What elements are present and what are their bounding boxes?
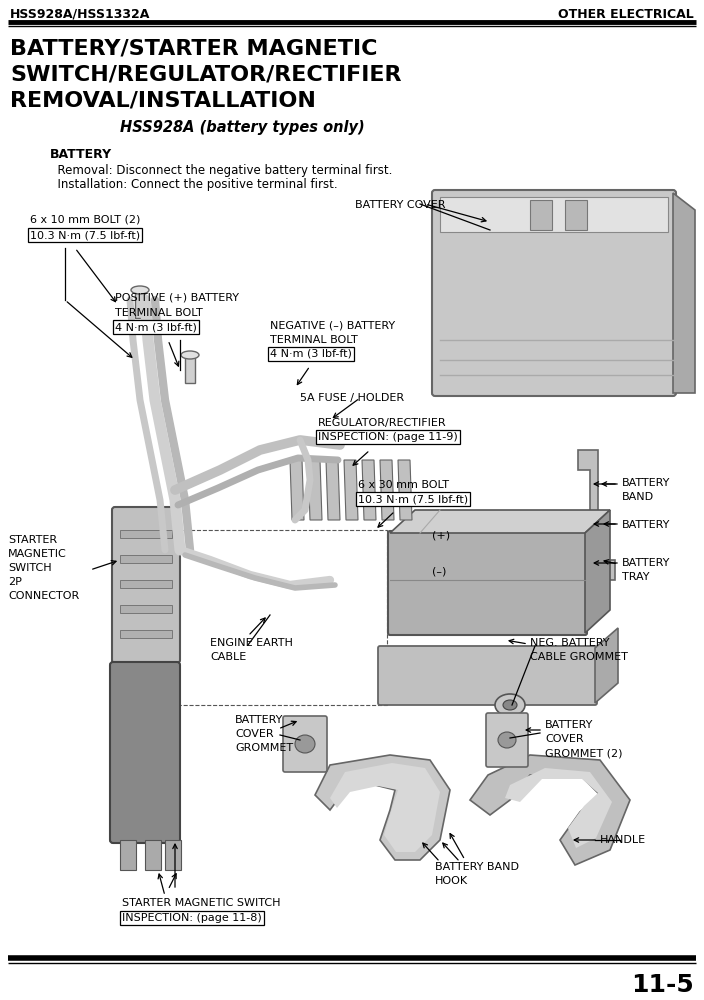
Bar — [167, 530, 387, 705]
Text: REGULATOR/RECTIFIER: REGULATOR/RECTIFIER — [318, 418, 446, 428]
Bar — [120, 555, 172, 563]
Text: 2P: 2P — [8, 577, 22, 587]
Text: 5A FUSE / HOLDER: 5A FUSE / HOLDER — [300, 393, 404, 403]
Text: INSPECTION: (page 11-8): INSPECTION: (page 11-8) — [122, 913, 262, 923]
Polygon shape — [673, 193, 695, 393]
Text: HSS928A (battery types only): HSS928A (battery types only) — [120, 120, 365, 135]
FancyBboxPatch shape — [112, 507, 180, 663]
Polygon shape — [362, 460, 376, 520]
Bar — [120, 530, 172, 538]
Text: COVER: COVER — [545, 734, 584, 744]
Text: BATTERY: BATTERY — [622, 478, 670, 488]
FancyBboxPatch shape — [432, 190, 676, 396]
FancyBboxPatch shape — [486, 713, 528, 767]
Text: NEGATIVE (–) BATTERY: NEGATIVE (–) BATTERY — [270, 320, 395, 330]
Text: TERMINAL BOLT: TERMINAL BOLT — [115, 308, 203, 318]
Text: HANDLE: HANDLE — [600, 835, 646, 845]
Text: BATTERY: BATTERY — [50, 148, 112, 161]
Text: COVER: COVER — [235, 729, 274, 739]
Text: CABLE GROMMET: CABLE GROMMET — [530, 652, 628, 662]
Polygon shape — [585, 510, 610, 633]
Text: 10.3 N·m (7.5 lbf-ft): 10.3 N·m (7.5 lbf-ft) — [30, 230, 140, 240]
Text: SWITCH/REGULATOR/RECTIFIER: SWITCH/REGULATOR/RECTIFIER — [10, 64, 401, 84]
Text: BATTERY: BATTERY — [235, 715, 284, 725]
Text: MAGNETIC: MAGNETIC — [8, 549, 67, 559]
Bar — [440, 197, 668, 232]
Text: TERMINAL BOLT: TERMINAL BOLT — [270, 335, 358, 345]
Ellipse shape — [503, 700, 517, 710]
Text: 10.3 N·m (7.5 lbf-ft): 10.3 N·m (7.5 lbf-ft) — [358, 494, 468, 504]
Bar — [530, 200, 552, 230]
Text: REMOVAL/INSTALLATION: REMOVAL/INSTALLATION — [10, 90, 316, 110]
Text: 4 N·m (3 lbf-ft): 4 N·m (3 lbf-ft) — [270, 349, 352, 359]
Text: BAND: BAND — [622, 492, 654, 502]
Text: HOOK: HOOK — [435, 876, 468, 886]
Text: GROMMET (2): GROMMET (2) — [545, 748, 622, 758]
Text: INSPECTION: (page 11-9): INSPECTION: (page 11-9) — [318, 432, 458, 442]
FancyBboxPatch shape — [110, 662, 180, 843]
Ellipse shape — [131, 286, 149, 294]
Text: BATTERY COVER: BATTERY COVER — [355, 200, 446, 210]
Polygon shape — [470, 755, 630, 865]
Text: POSITIVE (+) BATTERY: POSITIVE (+) BATTERY — [115, 293, 239, 303]
Text: HSS928A/HSS1332A: HSS928A/HSS1332A — [10, 7, 151, 20]
Text: BATTERY: BATTERY — [622, 520, 670, 530]
Polygon shape — [380, 460, 394, 520]
Ellipse shape — [498, 732, 516, 748]
Bar — [135, 290, 145, 318]
Text: BATTERY/STARTER MAGNETIC: BATTERY/STARTER MAGNETIC — [10, 38, 377, 58]
Polygon shape — [595, 628, 618, 703]
Text: ENGINE EARTH: ENGINE EARTH — [210, 638, 293, 648]
Text: 6 x 10 mm BOLT (2): 6 x 10 mm BOLT (2) — [30, 215, 140, 225]
Text: NEG. BATTERY: NEG. BATTERY — [530, 638, 610, 648]
Text: SWITCH: SWITCH — [8, 563, 51, 573]
Text: CABLE: CABLE — [210, 652, 246, 662]
Polygon shape — [344, 460, 358, 520]
Bar — [185, 355, 195, 383]
Bar — [120, 605, 172, 613]
Text: TRAY: TRAY — [622, 572, 650, 582]
Text: BATTERY: BATTERY — [545, 720, 593, 730]
Polygon shape — [326, 460, 340, 520]
Text: CONNECTOR: CONNECTOR — [8, 591, 80, 601]
Text: (+): (+) — [432, 530, 450, 540]
FancyBboxPatch shape — [378, 646, 597, 705]
Text: STARTER: STARTER — [8, 535, 57, 545]
Polygon shape — [578, 450, 615, 580]
Polygon shape — [308, 460, 322, 520]
Text: 4 N·m (3 lbf-ft): 4 N·m (3 lbf-ft) — [115, 322, 197, 332]
Polygon shape — [398, 460, 412, 520]
Text: Installation: Connect the positive terminal first.: Installation: Connect the positive termi… — [50, 178, 338, 191]
FancyBboxPatch shape — [388, 531, 587, 635]
Text: BATTERY BAND: BATTERY BAND — [435, 862, 519, 872]
Polygon shape — [390, 510, 610, 533]
Ellipse shape — [295, 735, 315, 753]
Bar — [565, 200, 587, 230]
Text: OTHER ELECTRICAL: OTHER ELECTRICAL — [558, 7, 694, 20]
Polygon shape — [330, 763, 440, 852]
Polygon shape — [505, 768, 612, 848]
Ellipse shape — [495, 694, 525, 716]
Text: (–): (–) — [432, 566, 446, 576]
Bar — [145, 840, 161, 870]
Text: STARTER MAGNETIC SWITCH: STARTER MAGNETIC SWITCH — [122, 898, 280, 908]
Bar — [120, 840, 136, 870]
Text: 6 x 30 mm BOLT: 6 x 30 mm BOLT — [358, 480, 449, 490]
FancyBboxPatch shape — [283, 716, 327, 772]
Polygon shape — [290, 460, 304, 520]
Ellipse shape — [181, 351, 199, 359]
Polygon shape — [315, 755, 450, 860]
Text: 11-5: 11-5 — [631, 973, 694, 997]
Bar — [120, 630, 172, 638]
Text: GROMMET: GROMMET — [235, 743, 293, 753]
Bar — [165, 840, 181, 870]
Text: Removal: Disconnect the negative battery terminal first.: Removal: Disconnect the negative battery… — [50, 164, 392, 177]
Bar — [120, 580, 172, 588]
Text: BATTERY: BATTERY — [622, 558, 670, 568]
